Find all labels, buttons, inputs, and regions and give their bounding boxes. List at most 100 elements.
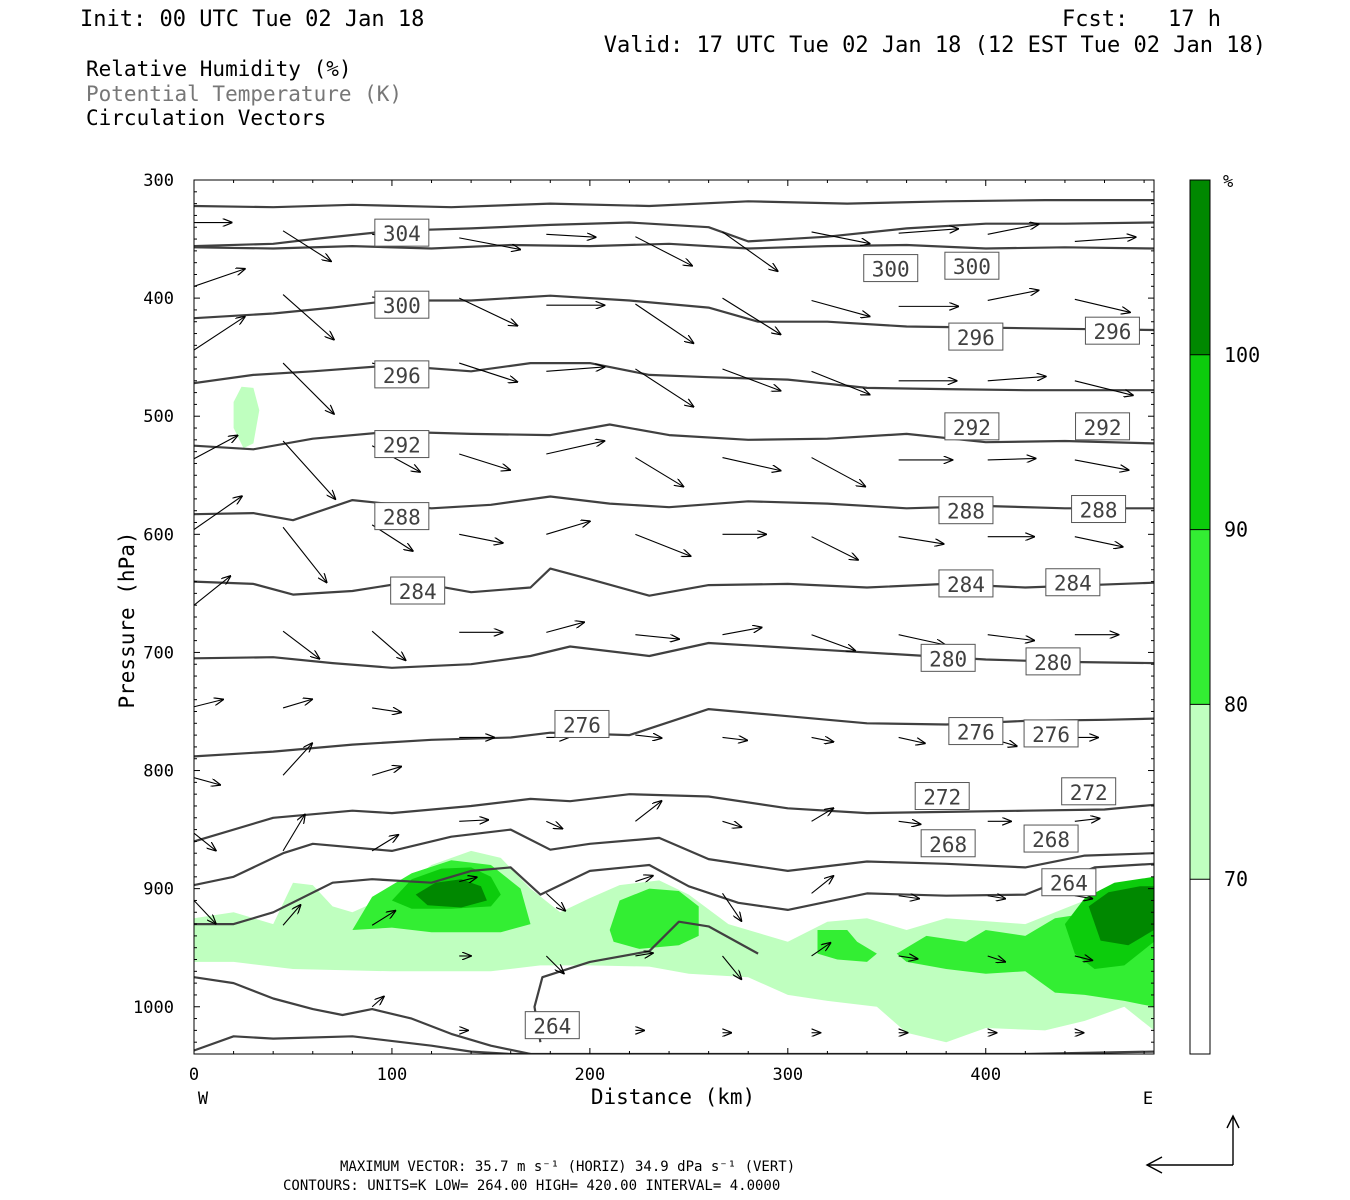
circulation-vector [459,297,517,326]
theta-label-box [920,829,976,858]
y-tick-label: 900 [143,880,174,900]
theta-contour [194,862,1154,926]
circulation-vector [194,777,220,785]
theta-label: 276 [1032,723,1070,747]
circulation-vector [459,820,488,821]
west-label: W [198,1089,209,1109]
theta-label: 280 [929,647,967,671]
theta-label-box [948,717,1004,746]
circulation-vector [282,743,312,776]
circulation-vector [459,237,520,250]
circulation-vector [987,224,1039,235]
circulation-vector [282,630,319,659]
theta-label: 304 [383,222,421,246]
rh-region-80 [817,930,877,962]
circulation-vector [987,290,1039,302]
footer-contours: CONTOURS: UNITS=K LOW= 264.00 HIGH= 420.… [283,1178,780,1194]
circulation-vector [459,453,510,470]
theta-label-box [374,360,430,389]
theta-contour-268 [194,793,1154,843]
circulation-vector [635,876,652,882]
theta-label: 276 [957,721,995,745]
circulation-vector [194,832,216,850]
circulation-vector [635,953,652,956]
theta-label-box [920,643,976,672]
circulation-vector [635,457,683,487]
circulation-vector [546,820,562,828]
circulation-vector [459,877,476,881]
x-tick-label: 300 [772,1065,803,1085]
reference-vector-icon [1145,1114,1240,1174]
circulation-vector [371,630,405,660]
circulation-vector [635,303,693,343]
theta-label-box [524,1011,580,1040]
colorbar-tick-label: 70 [1224,867,1248,891]
theta-label-box [1041,868,1097,897]
circulation-vector [282,699,312,709]
theta-label: 288 [383,506,421,530]
theta-contour-300 [194,221,1154,248]
theta-label: 300 [953,255,991,279]
rh-fill-layer [194,386,1154,1043]
theta-label: 296 [383,364,421,388]
colorbar-tick-label: 80 [1224,692,1248,716]
circulation-vector [722,368,780,391]
circulation-vector [194,317,245,351]
circulation-vector [1074,818,1100,821]
circulation-vector [282,526,327,582]
circulation-vector [987,458,1036,459]
circulation-vector [282,440,335,499]
circulation-vector [194,576,230,606]
y-tick-label: 1000 [133,998,174,1018]
circulation-vector [282,362,334,414]
theta-label-box [1023,719,1079,748]
colorbar-band [1190,529,1210,705]
circulation-vector [371,997,384,1008]
theta-label: 268 [1032,828,1070,852]
field-rh-title: Relative Humidity (%) [86,57,352,81]
circulation-vector [898,229,958,234]
colorbar-unit: % [1223,172,1233,192]
theta-label-box [374,502,430,531]
circulation-vector [898,896,919,899]
circulation-vector [987,896,1005,899]
axis-layer: 300 400 500 600 700 800 900 1000 0 100 200 300 400 [133,171,1154,1085]
circulation-vector [987,956,1005,962]
circulation-vector [635,735,661,738]
circulation-vector [898,634,945,645]
circulation-vector [282,905,300,926]
y-tick-label: 700 [143,643,174,663]
colorbar-band [1190,704,1210,880]
theta-label-box [944,412,1000,441]
theta-contour-280 [194,567,1154,597]
vector-layer [194,223,1136,1033]
circulation-vector [722,231,777,271]
circulation-vector [898,536,944,544]
y-tick-label: 600 [143,525,174,545]
circulation-vector [635,368,693,407]
forecast-label: Fcst: [1062,7,1128,32]
rh-region-80 [609,888,699,949]
colorbar-tick-label: 90 [1224,518,1248,542]
circulation-vector [987,376,1046,382]
theta-label-box [1023,824,1079,853]
theta-label: 292 [1084,416,1122,440]
circulation-vector [371,911,395,926]
valid-time: Valid: 17 UTC Tue 02 Jan 18 (12 EST Tue … [604,33,1266,58]
y-tick-label: 800 [143,762,174,782]
y-axis-label: Pressure (hPa) [115,531,139,708]
theta-label-box [554,709,610,738]
circulation-vector [811,370,870,394]
circulation-vector [722,457,780,471]
theta-contour [194,976,531,1054]
theta-label: 280 [1034,651,1072,675]
rh-region-100 [415,879,487,908]
colorbar-band [1190,354,1210,530]
circulation-vector [1074,536,1123,547]
circulation-vector [898,956,918,959]
theta-label-box [938,496,994,525]
theta-label-box [374,290,430,319]
circulation-vector [635,634,679,639]
forecast-hour: 17 h [1168,7,1221,32]
